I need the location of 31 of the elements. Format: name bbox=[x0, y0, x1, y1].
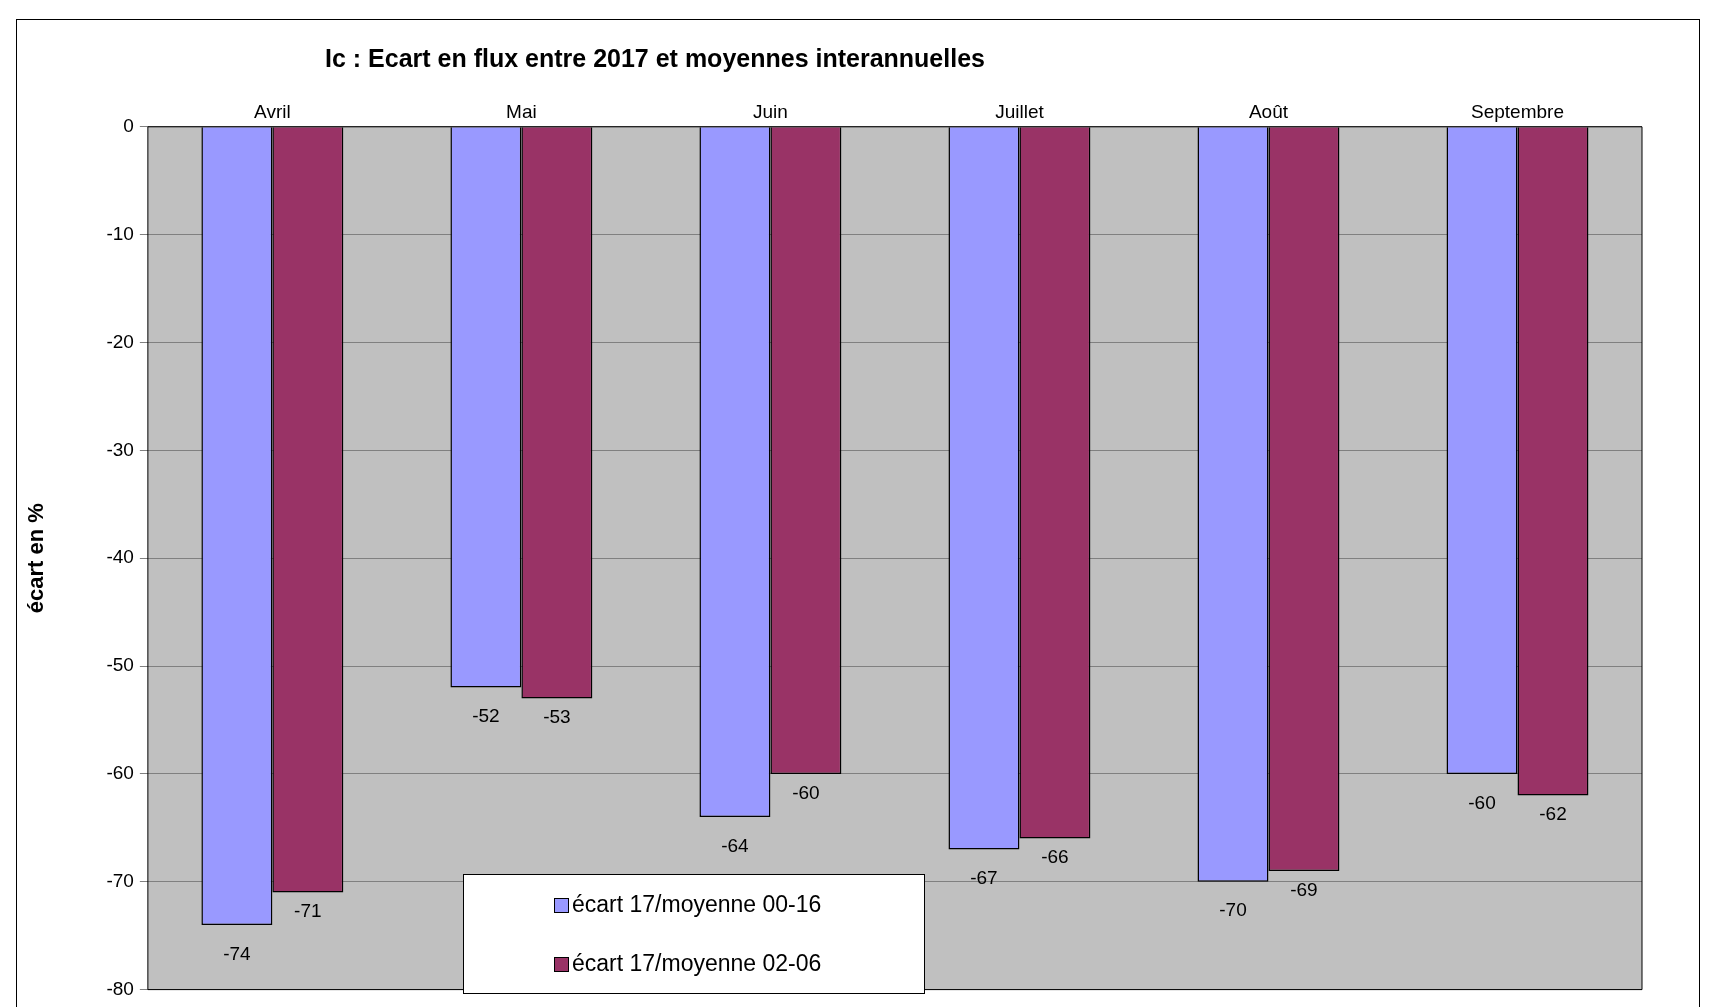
x-tick-label: Août bbox=[1248, 100, 1289, 122]
y-tick-label: -50 bbox=[106, 654, 134, 676]
data-label: -53 bbox=[543, 706, 571, 728]
y-tick-label: -70 bbox=[106, 869, 134, 891]
y-tick-label: -10 bbox=[106, 222, 134, 244]
y-tick-label: -40 bbox=[106, 546, 134, 568]
legend-label: écart 17/moyenne 02-06 bbox=[571, 950, 823, 977]
y-tick-label: -80 bbox=[106, 977, 134, 999]
legend-label: écart 17/moyenne 00-16 bbox=[571, 891, 823, 918]
x-tick-label: Avril bbox=[254, 100, 291, 122]
data-label: -52 bbox=[472, 705, 500, 727]
data-label: -62 bbox=[1539, 803, 1567, 825]
y-tick-label: -60 bbox=[106, 762, 134, 784]
data-label: -71 bbox=[294, 900, 322, 922]
y-tick-label: -20 bbox=[106, 330, 134, 352]
data-label: -70 bbox=[1219, 899, 1247, 921]
x-tick-label: Mai bbox=[506, 100, 537, 122]
y-axis-title: écart en % bbox=[23, 503, 49, 614]
data-label: -60 bbox=[1468, 791, 1496, 813]
chart-title: Ic : Ecart en flux entre 2017 et moyennes interannuelles bbox=[325, 44, 985, 73]
data-label: -64 bbox=[721, 834, 750, 856]
y-tick-label: 0 bbox=[123, 115, 134, 137]
data-label: -74 bbox=[223, 942, 252, 964]
x-tick-label: Juillet bbox=[995, 100, 1045, 122]
data-label: -69 bbox=[1290, 878, 1318, 900]
y-tick-label: -30 bbox=[106, 438, 134, 460]
x-tick-label: Septembre bbox=[1471, 100, 1564, 122]
data-label: -66 bbox=[1041, 846, 1069, 868]
data-label: -67 bbox=[970, 867, 998, 889]
x-tick-label: Juin bbox=[752, 100, 788, 122]
data-label: -60 bbox=[792, 781, 820, 803]
